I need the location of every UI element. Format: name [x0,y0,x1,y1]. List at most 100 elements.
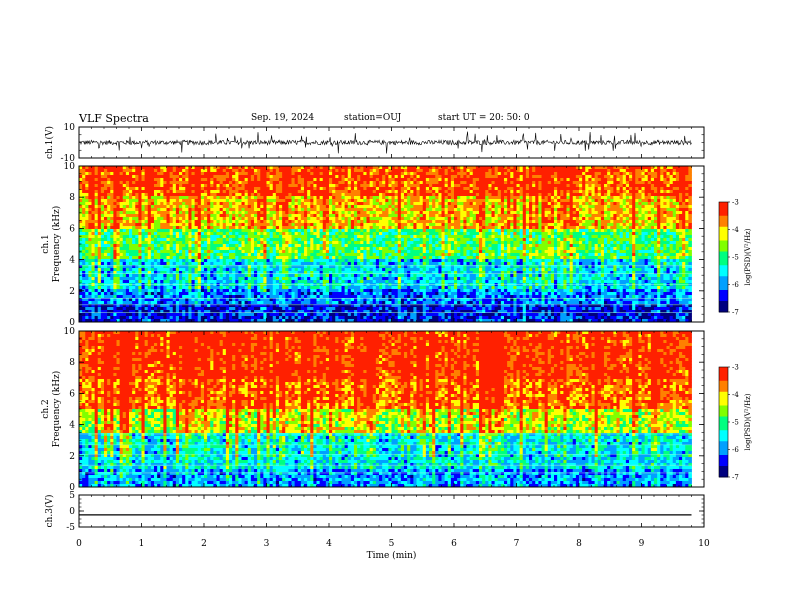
spectrogram-cell [116,169,121,173]
spectrogram-cell [397,169,402,173]
spectrogram-cell [275,229,280,233]
spectrogram-cell [366,223,371,227]
spectrogram-cell [163,184,167,188]
spectrogram-cell [435,187,439,191]
spectrogram-cell [466,193,471,197]
spectrogram-cell [460,166,464,170]
spectrogram-cell [197,178,202,182]
spectrogram-cell [629,178,633,182]
spectrogram-cell [672,193,677,197]
spectrogram-cell [191,226,196,230]
spectrogram-cell [297,223,302,227]
spectrogram-cell [282,229,286,233]
spectrogram-cell [525,211,530,215]
spectrogram-cell [566,193,571,197]
spectrogram-cell [491,235,496,239]
spectrogram-cell [132,229,136,233]
spectrogram-cell [160,208,164,212]
spectrogram-cell [450,208,455,212]
spectrogram-cell [507,229,511,233]
spectrogram-cell [491,172,496,176]
spectrogram-cell [350,199,355,203]
spectrogram-cell [150,214,155,218]
spectrogram-cell [141,199,146,203]
spectrogram-cell [466,205,471,209]
spectrogram-cell [104,214,108,218]
spectrogram-cell [438,175,442,179]
spectrogram-cell [422,181,427,185]
spectrogram-cell [554,196,558,200]
spectrogram-cell [479,187,483,191]
spectrogram-cell [635,193,639,197]
spectrogram-cell [319,184,324,188]
spectrogram-cell [538,196,542,200]
spectrogram-cell [504,181,508,185]
spectrogram-cell [82,211,86,215]
spectrogram-cell [107,232,111,236]
spectrogram-cell [263,184,267,188]
spectrogram-cell [254,184,258,188]
spectrogram-cell [504,220,508,224]
spectrogram-cell [347,175,352,179]
spectrogram-cell [569,229,574,233]
spectrogram-cell [166,172,171,176]
spectrogram-cell [179,223,183,227]
spectrogram-cell [510,232,514,236]
spectrogram-cell [663,175,667,179]
spectrogram-cell [313,193,317,197]
spectrogram-cell [319,199,324,203]
spectrogram-cell [685,232,689,236]
spectrogram-cell [344,214,349,218]
spectrogram-cell [532,202,536,206]
spectrogram-cell [591,202,596,206]
spectrogram-cell [335,172,339,176]
spectrogram-cell [388,166,392,170]
spectrogram-cell [444,193,449,197]
spectrogram-cell [488,184,492,188]
spectrogram-cell [163,175,167,179]
spectrogram-cell [435,208,439,212]
spectrogram-cell [335,238,339,242]
spectrogram-cell [635,211,639,215]
spectrogram-cell [241,211,246,215]
spectrogram-cell [360,211,364,215]
spectrogram-cell [625,181,630,185]
spectrogram-cell [588,184,592,188]
spectrogram-cell [154,217,158,221]
spectrogram-cell [629,175,633,179]
spectrogram-cell [316,235,321,239]
spectrogram-cell [541,214,546,218]
spectrogram-cell [516,169,521,173]
spectrogram-cell [425,193,430,197]
spectrogram-cell [129,196,133,200]
spectrogram-cell [607,223,611,227]
spectrogram-cell [119,193,124,197]
spectrogram-cell [116,205,121,209]
spectrogram-cell [685,211,689,215]
spectrogram-cell [454,169,458,173]
spectrogram-cell [613,193,617,197]
spectrogram-cell [494,166,499,170]
spectrogram-cell [204,190,208,194]
spectrogram-cell [394,226,399,230]
spectrogram-cell [216,169,221,173]
spectrogram-cell [472,181,477,185]
spectrogram-cell [113,190,117,194]
spectrogram-cell [522,190,527,194]
spectrogram-cell [572,178,577,182]
spectrogram-cell [525,214,530,218]
spectrogram-cell [479,238,483,242]
spectrogram-cell [625,205,630,209]
spectrogram-cell [535,205,539,209]
spectrogram-cell [619,214,624,218]
spectrogram-cell [179,181,183,185]
spectrogram-cell [79,217,83,221]
spectrogram-cell [644,196,649,200]
spectrogram-cell [500,220,505,224]
spectrogram-cell [679,193,683,197]
spectrogram-cell [222,235,227,239]
spectrogram-cell [557,229,561,233]
spectrogram-cell [672,172,677,176]
spectrogram-cell [304,190,308,194]
spectrogram-cell [363,220,367,224]
